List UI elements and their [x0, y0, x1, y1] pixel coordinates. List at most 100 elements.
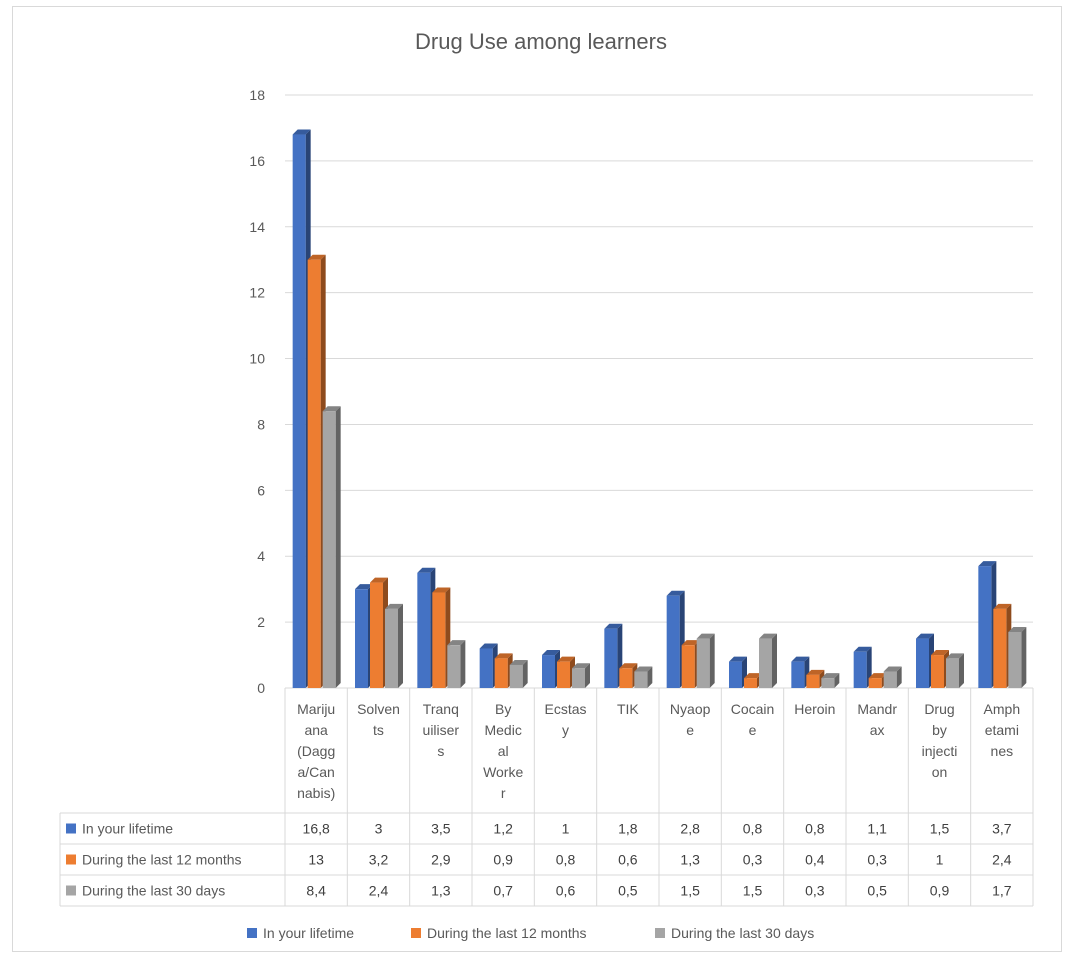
bar-top [821, 673, 840, 679]
bar-top [978, 561, 997, 567]
bar-front [355, 589, 368, 688]
x-tick-label: Mandr ax [857, 701, 897, 738]
bar-top [1008, 626, 1027, 632]
bar-front [292, 134, 306, 688]
bar-side [585, 663, 590, 688]
bar-side [772, 633, 777, 688]
data-label: 1,8 [618, 821, 638, 837]
bar-top [322, 406, 341, 412]
bar-front [604, 628, 618, 688]
bar-top [447, 640, 466, 646]
bar-side [834, 673, 840, 688]
bar-front [946, 658, 959, 688]
bar-top [572, 663, 590, 669]
table-series-name: During the last 12 months [82, 852, 242, 868]
bar [883, 666, 902, 688]
data-label: 0,3 [743, 852, 763, 868]
bar-front [634, 671, 648, 688]
table-series-name: In your lifetime [82, 821, 173, 837]
data-label: 0,9 [493, 852, 513, 868]
bar-top [696, 633, 715, 639]
bar-front [993, 608, 1007, 688]
bar-top [385, 603, 403, 609]
bar-front [696, 638, 710, 688]
table-legend-key [66, 854, 76, 865]
bar [322, 406, 341, 688]
x-tick-label: Amph etami nes [984, 701, 1021, 759]
bar-top [806, 669, 825, 675]
data-label: 1,7 [992, 883, 1012, 899]
data-label: 1,1 [867, 821, 887, 837]
bar-top [666, 590, 685, 596]
bar-top [355, 584, 373, 590]
x-tick-label: Ecstas y [544, 701, 586, 738]
bar-side [959, 653, 964, 688]
bar-front [806, 674, 820, 688]
x-tick-label: Heroin [794, 701, 835, 717]
bar-top [634, 666, 653, 672]
bar-front [729, 661, 742, 688]
bar-front [916, 638, 929, 688]
bar-top [557, 656, 575, 662]
bar-top [931, 650, 949, 656]
bar-side [896, 666, 902, 688]
bar [946, 653, 964, 688]
y-tick-label: 14 [249, 219, 265, 235]
data-label: 3 [375, 821, 383, 837]
y-tick-label: 12 [249, 285, 265, 301]
data-label: 0,8 [556, 852, 576, 868]
bar-side [522, 659, 528, 688]
bar-top [868, 673, 887, 679]
bar-top [604, 623, 623, 629]
legend-label: During the last 30 days [671, 925, 814, 941]
y-tick-label: 4 [257, 548, 265, 564]
bar-front [447, 645, 461, 688]
bar-top [853, 646, 872, 652]
chart-title: Drug Use among learners [415, 29, 667, 54]
bar-top [370, 577, 388, 583]
bar-top [791, 656, 810, 662]
data-label: 1 [562, 821, 570, 837]
bar-front [868, 678, 882, 688]
data-label: 0,4 [805, 852, 825, 868]
bar-top [946, 653, 964, 659]
bar [696, 633, 715, 688]
bar-top [619, 663, 638, 669]
bar [1008, 626, 1027, 688]
x-tick-label: By Medic al Worke r [483, 701, 523, 801]
x-tick-label: Drug by injecti on [922, 701, 958, 780]
bar-front [542, 655, 555, 688]
data-label: 0,8 [743, 821, 763, 837]
legend-swatch [247, 928, 257, 938]
bar-front [666, 595, 680, 688]
bar-side [1021, 626, 1027, 688]
bar [557, 656, 575, 688]
data-label: 0,3 [867, 852, 887, 868]
bar-side [335, 406, 341, 688]
bar-top [432, 587, 451, 593]
x-tick-label: Mariju ana (Dagg a/Can nabis) [297, 701, 335, 801]
data-label: 0,9 [930, 883, 950, 899]
data-label: 0,8 [805, 821, 825, 837]
data-label: 1,3 [680, 852, 700, 868]
data-label: 16,8 [303, 821, 330, 837]
data-label: 1,5 [930, 821, 950, 837]
bar [821, 673, 840, 688]
bar-front [307, 259, 321, 688]
bar-front [494, 658, 508, 688]
bar-top [916, 633, 934, 639]
bar-top [759, 633, 777, 639]
bar [572, 663, 590, 688]
bar-top [883, 666, 902, 672]
bar-front [821, 678, 835, 688]
bar-top [494, 653, 513, 659]
bar-front [744, 678, 757, 688]
bar-front [1008, 631, 1022, 688]
data-label: 0,6 [556, 883, 576, 899]
bar-side [647, 666, 653, 688]
bar-front [883, 671, 897, 688]
x-tick-label: TIK [617, 701, 639, 717]
bar-side [709, 633, 715, 688]
y-tick-label: 6 [257, 482, 265, 498]
bar [666, 590, 685, 688]
